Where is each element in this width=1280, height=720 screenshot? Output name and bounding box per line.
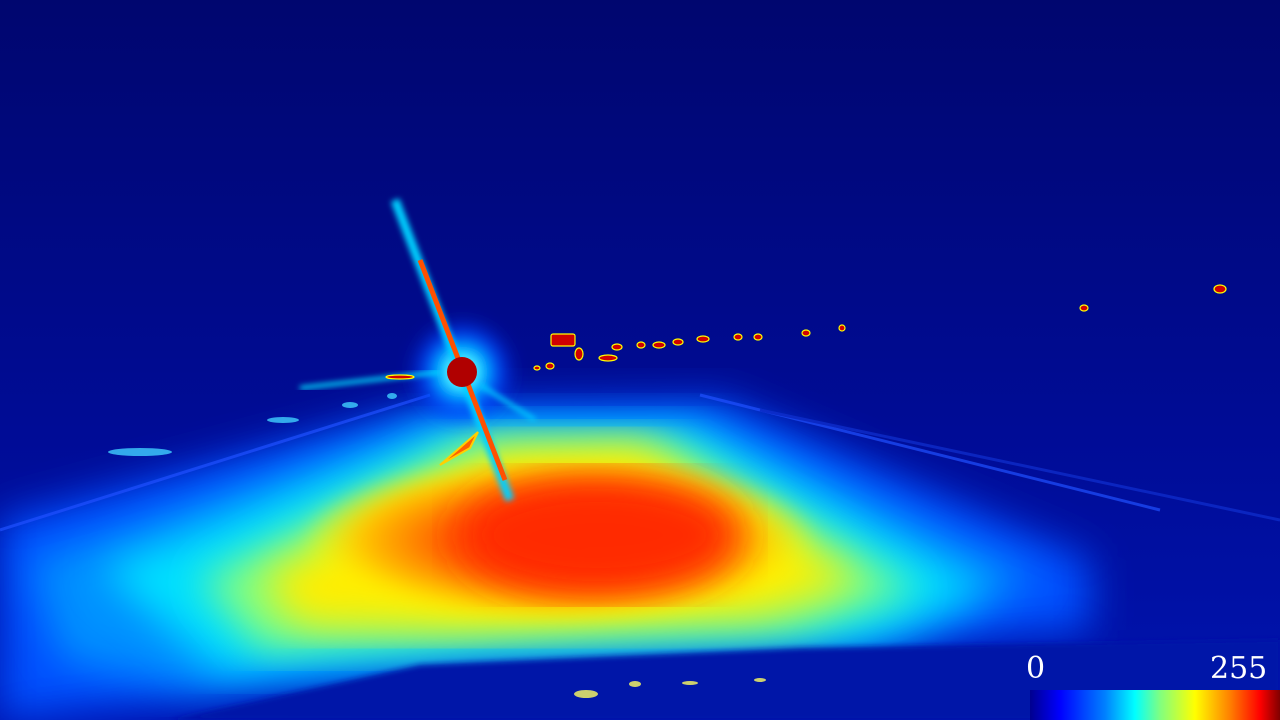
road-lines — [0, 393, 1280, 532]
colorbar-min-label: 0 — [1026, 651, 1046, 686]
reflections — [108, 393, 766, 698]
colorbar-max-label: 255 — [1210, 651, 1268, 686]
light-flare — [299, 198, 537, 502]
light-source — [447, 357, 477, 387]
hood-edge — [170, 640, 1280, 720]
colorbar — [1030, 690, 1280, 720]
road-glow — [0, 400, 1090, 720]
distant-lights — [385, 284, 1227, 380]
